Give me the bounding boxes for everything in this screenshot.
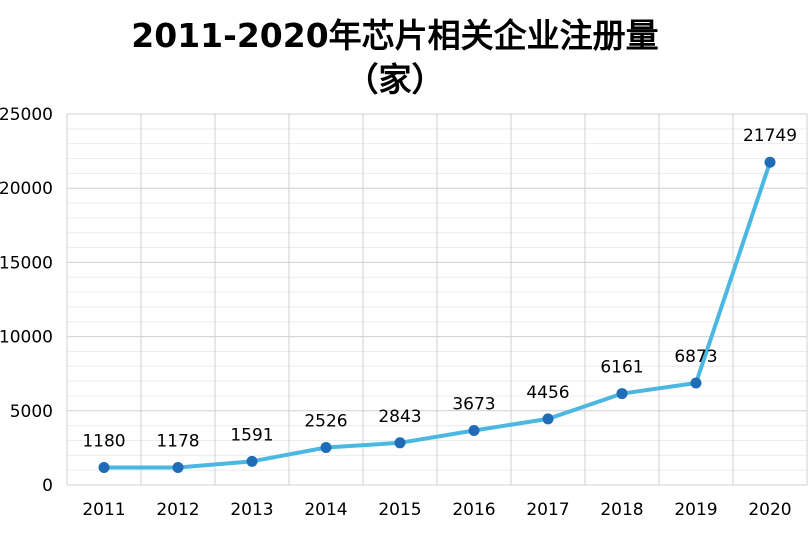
y-tick-label: 10000 (0, 328, 53, 348)
data-label: 1180 (82, 431, 125, 451)
y-tick-label: 25000 (0, 105, 53, 125)
data-point (320, 442, 332, 454)
chart-title: 2011-2020年芯片相关企业注册量 （家） (0, 14, 790, 102)
x-tick-label: 2013 (230, 500, 273, 520)
x-tick-label: 2015 (378, 500, 421, 520)
x-tick-label: 2020 (748, 500, 791, 520)
data-label: 2843 (378, 407, 421, 427)
data-label: 2526 (304, 412, 347, 432)
x-tick-label: 2012 (156, 500, 199, 520)
data-point (690, 377, 702, 389)
chart-title-line1: 2011-2020年芯片相关企业注册量 (131, 16, 659, 55)
data-label: 1178 (156, 432, 199, 452)
x-tick-label: 2018 (600, 500, 643, 520)
y-tick-label: 15000 (0, 253, 53, 273)
data-label: 4456 (526, 383, 569, 403)
data-point (764, 156, 776, 168)
data-point (98, 461, 110, 473)
x-tick-label: 2019 (674, 500, 717, 520)
chart-title-line2: （家） (345, 60, 445, 99)
data-point (468, 424, 480, 436)
data-point (394, 437, 406, 449)
data-point (616, 388, 628, 400)
y-tick-label: 0 (42, 476, 53, 496)
x-tick-label: 2017 (526, 500, 569, 520)
data-point (246, 455, 258, 467)
y-tick-label: 5000 (10, 402, 53, 422)
y-tick-label: 20000 (0, 179, 53, 199)
data-label: 3673 (452, 394, 495, 414)
x-tick-label: 2011 (82, 500, 125, 520)
data-label: 6873 (674, 347, 717, 367)
x-tick-label: 2016 (452, 500, 495, 520)
data-point (172, 462, 184, 474)
data-point (542, 413, 554, 425)
data-label: 1591 (230, 425, 273, 445)
series-line (102, 160, 772, 470)
x-tick-label: 2014 (304, 500, 347, 520)
data-label: 21749 (743, 126, 797, 146)
data-label: 6161 (600, 358, 643, 378)
